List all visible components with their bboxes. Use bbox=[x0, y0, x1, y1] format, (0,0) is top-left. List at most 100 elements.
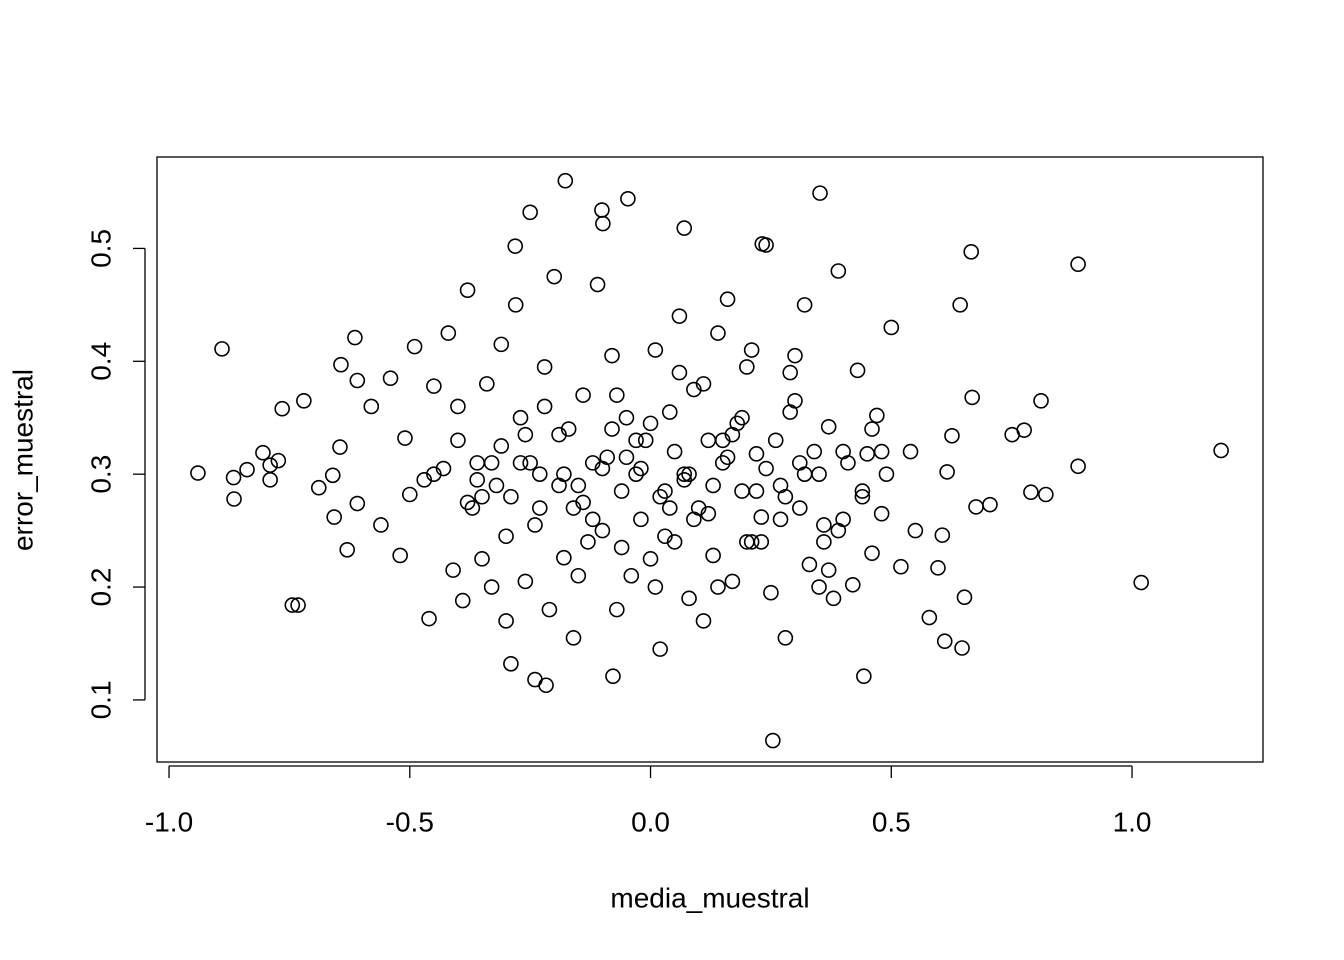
point bbox=[936, 633, 953, 650]
point bbox=[854, 488, 871, 505]
point bbox=[1213, 442, 1229, 459]
point bbox=[758, 460, 774, 477]
point bbox=[812, 185, 828, 201]
point bbox=[392, 547, 408, 564]
point bbox=[869, 407, 885, 424]
y-tick-label: 0.2 bbox=[85, 568, 116, 607]
point bbox=[290, 597, 306, 613]
point bbox=[777, 488, 794, 505]
point bbox=[844, 576, 861, 593]
point bbox=[753, 509, 770, 525]
point bbox=[594, 522, 611, 539]
point bbox=[739, 359, 755, 375]
point bbox=[464, 500, 481, 516]
point bbox=[445, 562, 461, 578]
point bbox=[820, 562, 837, 578]
point bbox=[618, 409, 635, 426]
point bbox=[982, 496, 998, 513]
point bbox=[373, 517, 389, 533]
point bbox=[225, 469, 242, 486]
point bbox=[479, 376, 495, 392]
point bbox=[474, 488, 490, 505]
point bbox=[605, 668, 621, 685]
point bbox=[864, 545, 880, 561]
point bbox=[637, 432, 654, 449]
point bbox=[964, 389, 980, 406]
point bbox=[930, 560, 946, 576]
point bbox=[820, 418, 837, 435]
point bbox=[710, 325, 726, 341]
point bbox=[536, 359, 553, 375]
point bbox=[767, 432, 784, 449]
point bbox=[758, 237, 774, 253]
point bbox=[324, 467, 341, 484]
point bbox=[284, 597, 301, 613]
point bbox=[595, 215, 611, 232]
point bbox=[921, 609, 938, 626]
point bbox=[507, 297, 524, 313]
point bbox=[700, 505, 717, 522]
y-tick-label: 0.3 bbox=[85, 455, 116, 494]
point bbox=[536, 398, 553, 415]
point bbox=[628, 466, 644, 482]
point bbox=[787, 393, 803, 409]
point bbox=[450, 398, 466, 415]
point bbox=[570, 567, 587, 584]
point bbox=[406, 338, 423, 355]
point bbox=[968, 499, 984, 515]
point bbox=[262, 457, 278, 473]
point bbox=[830, 263, 847, 279]
point bbox=[493, 336, 510, 353]
point bbox=[332, 439, 348, 455]
point bbox=[714, 455, 731, 471]
point bbox=[657, 528, 673, 545]
point bbox=[763, 584, 779, 601]
point bbox=[681, 590, 697, 607]
point bbox=[1004, 426, 1020, 443]
point bbox=[426, 466, 442, 482]
point bbox=[522, 455, 538, 471]
point bbox=[671, 364, 688, 381]
point bbox=[522, 204, 538, 221]
x-tick-label: 0.5 bbox=[872, 806, 911, 837]
point bbox=[1070, 256, 1086, 273]
point bbox=[893, 558, 909, 575]
point bbox=[469, 455, 485, 471]
point bbox=[1023, 484, 1039, 501]
point bbox=[551, 477, 567, 494]
point bbox=[503, 488, 519, 505]
point bbox=[570, 477, 587, 494]
point bbox=[349, 495, 366, 512]
y-tick-label: 0.1 bbox=[85, 680, 116, 719]
point bbox=[604, 347, 620, 364]
point bbox=[835, 443, 851, 460]
point bbox=[421, 610, 437, 627]
point bbox=[589, 276, 606, 293]
point bbox=[326, 509, 342, 525]
point bbox=[806, 443, 823, 460]
point bbox=[613, 539, 630, 556]
point bbox=[816, 517, 832, 533]
point bbox=[557, 172, 574, 189]
point bbox=[657, 483, 673, 499]
point bbox=[628, 432, 644, 449]
point bbox=[743, 342, 760, 358]
x-axis-label: media_muestral bbox=[610, 882, 809, 913]
point bbox=[333, 356, 349, 373]
point bbox=[661, 404, 678, 420]
point bbox=[623, 567, 640, 584]
point bbox=[226, 491, 242, 507]
plot-frame bbox=[156, 156, 1264, 763]
point bbox=[339, 541, 355, 558]
point bbox=[1033, 393, 1049, 409]
point bbox=[902, 443, 919, 460]
point bbox=[791, 455, 808, 471]
point bbox=[239, 461, 255, 478]
point bbox=[647, 342, 664, 358]
point bbox=[652, 641, 668, 657]
point bbox=[397, 430, 413, 446]
point bbox=[907, 522, 924, 539]
point bbox=[255, 444, 271, 461]
point bbox=[686, 511, 702, 528]
point bbox=[349, 372, 366, 389]
